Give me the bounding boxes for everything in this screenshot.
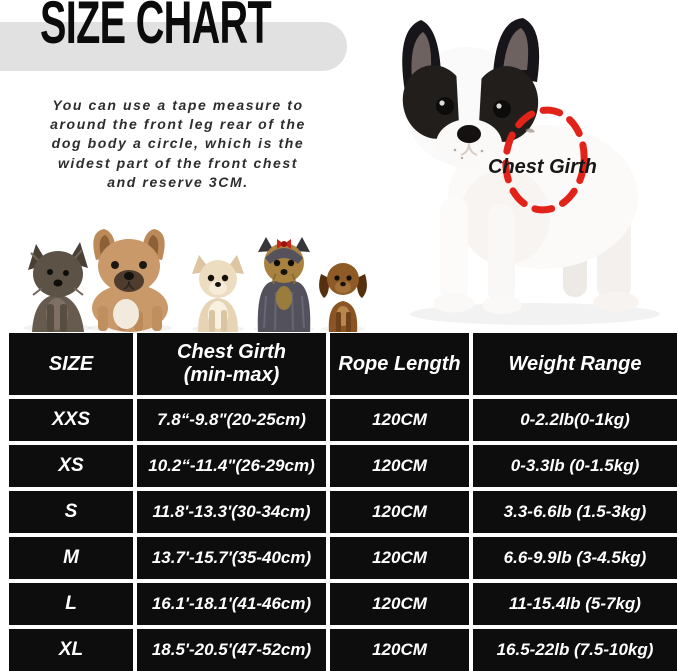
row-m-size: M bbox=[9, 537, 133, 579]
cream-chihuahua-photo bbox=[192, 255, 244, 332]
row-xs-size: XS bbox=[9, 445, 133, 487]
instruction-line: widest part of the front chest bbox=[57, 154, 299, 171]
page-title: SIZE CHART bbox=[40, 0, 272, 56]
brown-dachshund-photo bbox=[319, 263, 367, 332]
row-xl-chest: 18.5'-20.5'(47-52cm) bbox=[137, 629, 326, 671]
header-weight-range: Weight Range bbox=[473, 333, 677, 395]
puppy-reflection bbox=[410, 303, 660, 325]
row-xs-rope: 120CM bbox=[330, 445, 469, 487]
chest-girth-label: Chest Girth bbox=[488, 156, 597, 178]
french-bulldog-puppy-photo bbox=[402, 18, 660, 325]
row-l-size: L bbox=[9, 583, 133, 625]
row-l-chest: 16.1'-18.1'(41-46cm) bbox=[137, 583, 326, 625]
title-ribbon bbox=[0, 22, 347, 71]
row-xxs-rope: 120CM bbox=[330, 399, 469, 441]
puppy-measure-diagram bbox=[385, 12, 665, 332]
puppy-eye bbox=[436, 97, 454, 115]
row-s-rope: 120CM bbox=[330, 491, 469, 533]
row-m-chest: 13.7'-15.7'(35-40cm) bbox=[137, 537, 326, 579]
row-xxs-size: XXS bbox=[9, 399, 133, 441]
measuring-instructions: You can use a tape measure to around the… bbox=[8, 96, 348, 192]
instruction-line: and reserve 3CM. bbox=[107, 173, 249, 190]
row-m-rope: 120CM bbox=[330, 537, 469, 579]
red-bow bbox=[277, 239, 284, 249]
header-chest-girth: Chest Girth (min-max) bbox=[137, 333, 326, 395]
row-s-chest: 11.8'-13.3'(30-34cm) bbox=[137, 491, 326, 533]
row-xxs-weight: 0-2.2lb(0-1kg) bbox=[473, 399, 677, 441]
row-xxs-chest: 7.8“-9.8"(20-25cm) bbox=[137, 399, 326, 441]
row-s-weight: 3.3-6.6lb (1.5-3kg) bbox=[473, 491, 677, 533]
header-rope-length: Rope Length bbox=[330, 333, 469, 395]
row-l-weight: 11-15.4lb (5-7kg) bbox=[473, 583, 677, 625]
row-l-rope: 120CM bbox=[330, 583, 469, 625]
row-xs-chest: 10.2“-11.4"(26-29cm) bbox=[137, 445, 326, 487]
fawn-french-bulldog-photo bbox=[88, 229, 172, 332]
header-size: SIZE bbox=[9, 333, 133, 395]
dog-size-lineup bbox=[10, 224, 382, 332]
instruction-line: around the front leg rear of the bbox=[50, 116, 306, 133]
scruffy-terrier-puppy-photo bbox=[24, 242, 92, 332]
header-chest-girth-line1: Chest Girth bbox=[177, 341, 286, 363]
size-table: SIZE Chest Girth (min-max) Rope Length W… bbox=[9, 333, 677, 671]
puppy-nose bbox=[457, 125, 481, 143]
puppy-eye bbox=[493, 100, 511, 118]
row-xl-rope: 120CM bbox=[330, 629, 469, 671]
yorkshire-terrier-photo bbox=[254, 237, 314, 332]
row-xs-weight: 0-3.3lb (0-1.5kg) bbox=[473, 445, 677, 487]
instruction-line: You can use a tape measure to bbox=[52, 97, 304, 113]
row-s-size: S bbox=[9, 491, 133, 533]
row-xl-weight: 16.5-22lb (7.5-10kg) bbox=[473, 629, 677, 671]
header-chest-girth-line2: (min-max) bbox=[183, 364, 280, 386]
row-m-weight: 6.6-9.9lb (3-4.5kg) bbox=[473, 537, 677, 579]
row-xl-size: XL bbox=[9, 629, 133, 671]
instruction-line: dog body a circle, which is the bbox=[51, 135, 305, 152]
chest-girth-dashed-ellipse bbox=[502, 106, 588, 214]
